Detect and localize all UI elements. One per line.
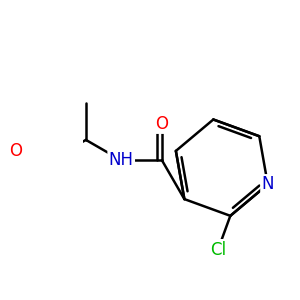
Text: NH: NH (109, 151, 134, 169)
Text: N: N (262, 176, 274, 194)
Text: O: O (155, 115, 168, 133)
Text: Cl: Cl (210, 241, 226, 259)
Text: O: O (9, 142, 22, 160)
